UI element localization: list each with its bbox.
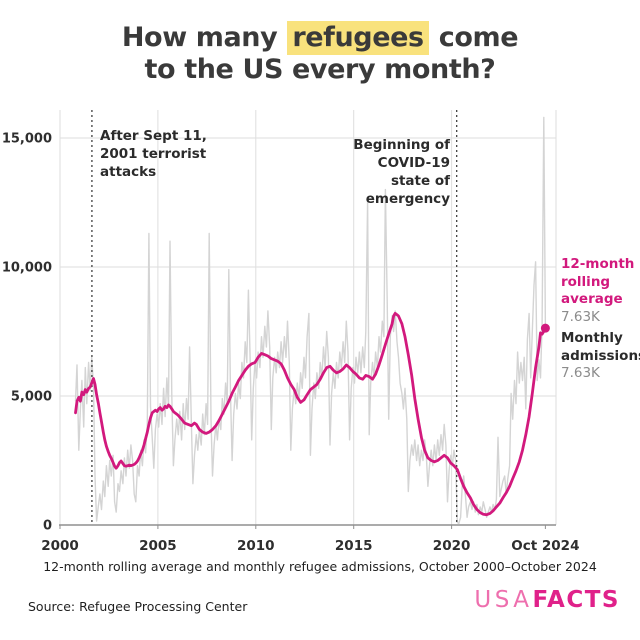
x-tick-label: 2020 [433,538,471,554]
usafacts-logo: USAFACTS [474,588,620,612]
legend-rolling: 12-month rolling average 7.63K [561,256,640,326]
legend-monthly-value: 7.63K [561,365,600,381]
chart-caption: 12-month rolling average and monthly ref… [43,559,597,574]
title-line1: How many refugees come [0,21,640,55]
rolling-average-line [74,311,547,517]
x-tick-label: Oct 2024 [511,538,579,554]
y-tick-label: 15,000 [2,132,52,147]
annotation-covid: Beginning of COVID-19 state of emergency [353,137,450,207]
legend-rolling-value: 7.63K [561,308,600,325]
x-tick-label: 2005 [139,538,177,554]
legend-rolling-label: 12-month rolling average [561,256,635,307]
y-tick-label: 0 [43,519,52,534]
rolling-average-end-dot [540,323,550,333]
legend-monthly: Monthly admissions 7.63K [561,330,640,383]
x-tick-label: 2015 [335,538,373,554]
source-text: Source: Refugee Processing Center [28,599,248,614]
y-tick-label: 10,000 [2,261,52,276]
legend-monthly-label: Monthly admissions [561,330,640,364]
y-tick-label: 5,000 [11,390,52,405]
title-text-post: come [438,22,519,53]
x-tick-label: 2000 [41,538,79,554]
logo-usa: USA [474,587,533,613]
annotation-sept11: After Sept 11, 2001 terrorist attacks [100,128,207,180]
logo-facts: FACTS [532,587,620,613]
title-text-pre: How many [121,22,278,53]
x-tick-label: 2010 [237,538,275,554]
page-title: How many refugees come to the US every m… [0,21,640,86]
title-highlight: refugees [287,21,429,55]
monthly-admissions-line [74,116,547,525]
title-line2: to the US every month? [144,54,496,85]
